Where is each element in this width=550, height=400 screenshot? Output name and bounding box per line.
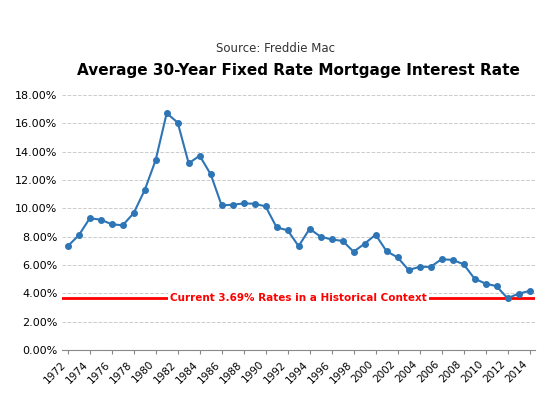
Title: Average 30-Year Fixed Rate Mortgage Interest Rate: Average 30-Year Fixed Rate Mortgage Inte…: [77, 63, 520, 78]
Text: Source: Freddie Mac: Source: Freddie Mac: [216, 42, 334, 55]
Text: Current 3.69% Rates in a Historical Context: Current 3.69% Rates in a Historical Cont…: [170, 293, 427, 303]
